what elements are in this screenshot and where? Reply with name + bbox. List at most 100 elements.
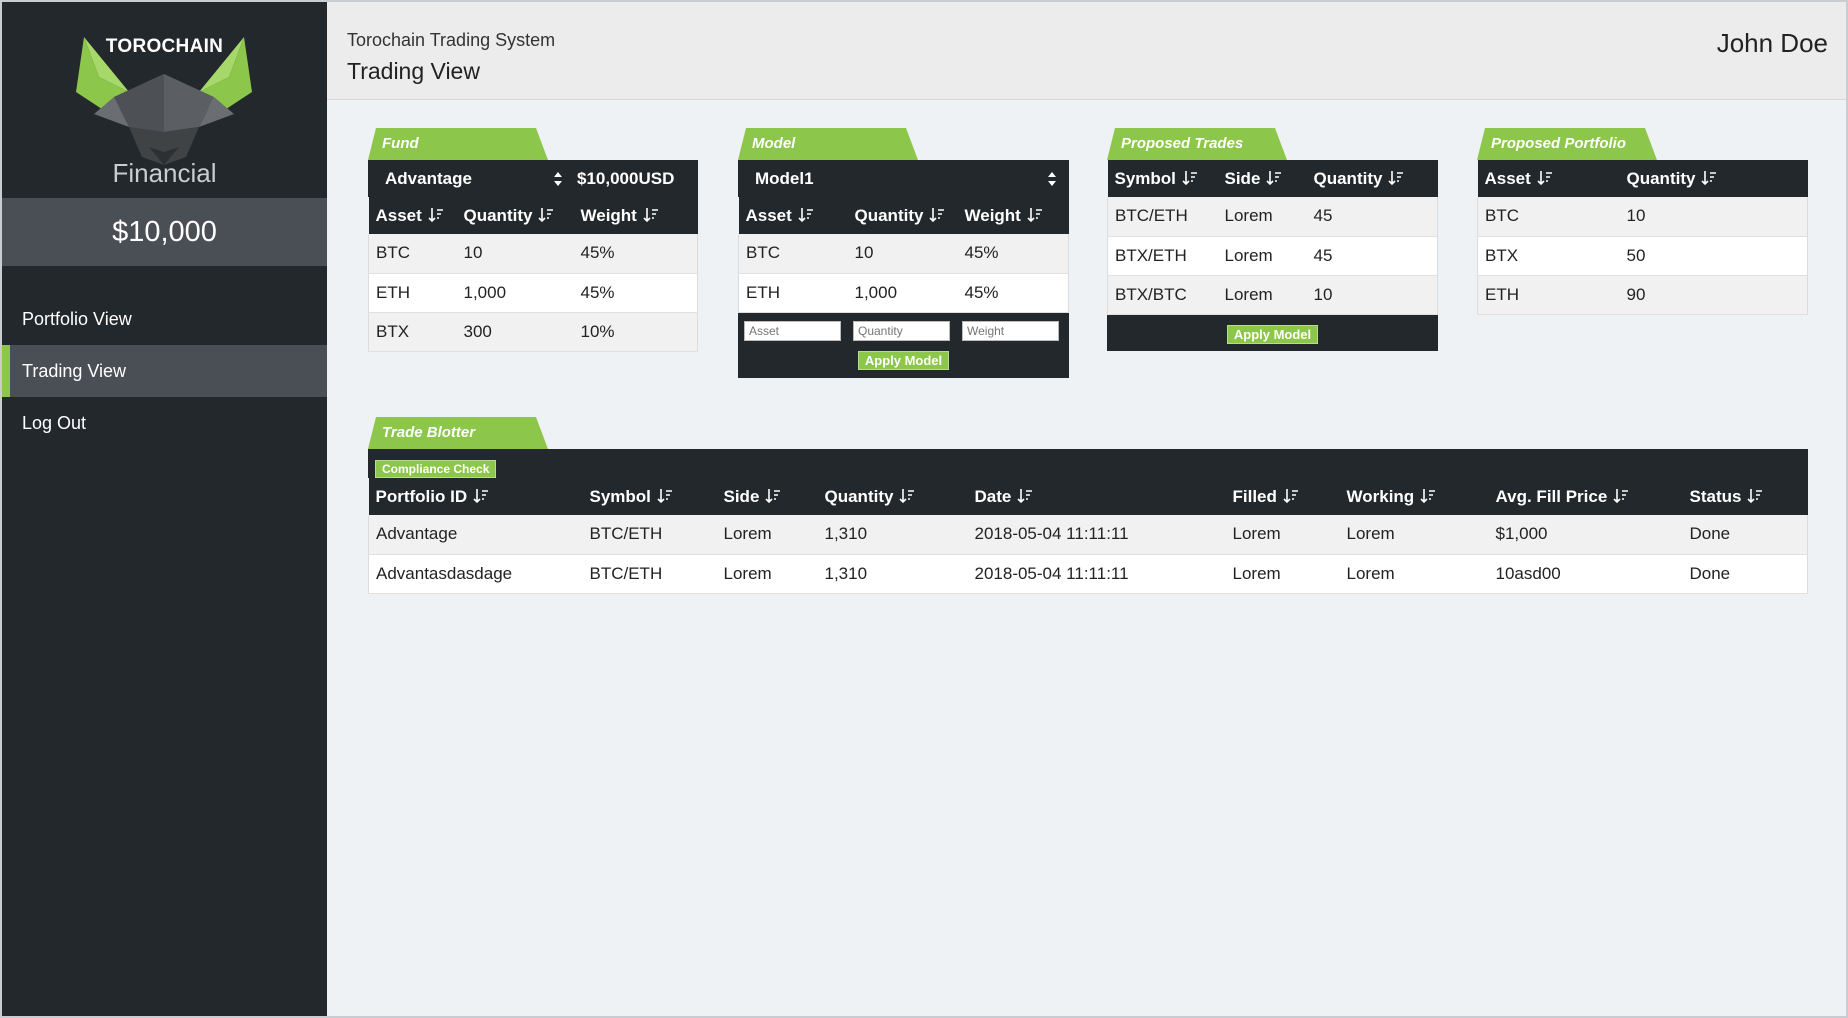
quantity-input[interactable] [853, 320, 950, 341]
table-cell: 45 [1306, 236, 1438, 276]
table-cell: 1,310 [817, 554, 968, 594]
column-header-quantity[interactable]: Quantity [817, 478, 968, 515]
table-cell: BTC/ETH [582, 515, 717, 555]
column-header-label: Quantity [854, 205, 924, 225]
column-header-quantity[interactable]: Quantity [456, 197, 574, 234]
sort-desc-icon [1283, 488, 1298, 503]
nav-item-log-out[interactable]: Log Out [22, 412, 87, 433]
column-header-working[interactable]: Working [1339, 478, 1489, 515]
table-row: ETH 1,000 45% [738, 273, 1069, 313]
sort-desc-icon [798, 207, 813, 222]
brand-name: TOROCHAIN [105, 36, 224, 57]
column-header-status[interactable]: Status [1682, 478, 1808, 515]
column-header-label: Weight [580, 205, 637, 225]
bull-logo-icon [76, 37, 252, 165]
table-row: BTX/BTC Lorem 10 [1107, 275, 1438, 315]
column-header-asset[interactable]: Asset [738, 197, 848, 234]
column-header-quantity[interactable]: Quantity [1306, 160, 1438, 197]
column-header-label: Asset [745, 205, 792, 225]
proposed-portfolio-tab: Proposed Portfolio [1477, 128, 1657, 160]
column-header-side[interactable]: Side [716, 478, 818, 515]
column-header-filled[interactable]: Filled [1225, 478, 1340, 515]
sort-desc-icon [1537, 170, 1552, 185]
column-header-side[interactable]: Side [1217, 160, 1307, 197]
model-select[interactable]: Model1 [755, 168, 814, 188]
table-row: BTC 10 45% [738, 234, 1069, 274]
column-header-label: Side [723, 486, 760, 506]
column-header-asset[interactable]: Asset [1477, 160, 1620, 197]
table-cell: 45% [573, 234, 698, 274]
table-cell: 45% [573, 273, 698, 313]
column-header-symbol[interactable]: Symbol [582, 478, 717, 515]
column-header-avg-fill-price[interactable]: Avg. Fill Price [1488, 478, 1683, 515]
user-name[interactable]: John Doe [1716, 28, 1828, 58]
sort-desc-icon [1182, 170, 1197, 185]
table-cell: ETH [368, 273, 457, 313]
model-table: Asset Quantity Weight BTC 10 45% ETH 1,000 4… [738, 197, 1069, 313]
sort-desc-icon [1027, 207, 1042, 222]
proposed-trades-tab: Proposed Trades [1107, 128, 1287, 160]
nav-item-portfolio-view[interactable]: Portfolio View [22, 308, 132, 329]
table-cell: $1,000 [1488, 515, 1683, 555]
column-header-label: Status [1689, 486, 1742, 506]
column-header-label: Quantity [463, 205, 533, 225]
table-cell: BTC [738, 234, 848, 274]
table-cell: 1,000 [456, 273, 574, 313]
column-header-asset[interactable]: Asset [368, 197, 457, 234]
model-select-row[interactable]: Model1 [738, 160, 1069, 197]
table-cell: ETH [738, 273, 848, 313]
logo: TOROCHAIN Financial [2, 2, 327, 197]
nav-item-trading-view[interactable]: Trading View [2, 345, 327, 397]
table-cell: 90 [1619, 275, 1808, 315]
table-row: ETH 1,000 45% [368, 273, 698, 313]
column-header-symbol[interactable]: Symbol [1107, 160, 1218, 197]
column-header-quantity[interactable]: Quantity [1619, 160, 1808, 197]
proposed-trades-tab-label: Proposed Trades [1121, 135, 1244, 152]
table-cell: 10 [1306, 275, 1438, 315]
table-cell: BTC/ETH [1107, 197, 1218, 237]
account-balance: $10,000 [2, 198, 327, 266]
table-cell: 10asd00 [1488, 554, 1683, 594]
table-cell: Lorem [1339, 515, 1489, 555]
column-header-quantity[interactable]: Quantity [847, 197, 958, 234]
fund-tab: Fund [368, 128, 548, 160]
fund-table: Asset Quantity Weight BTC 10 45% ETH 1,000 4… [368, 197, 698, 352]
sort-desc-icon [765, 488, 781, 503]
column-header-label: Portfolio ID [375, 486, 468, 506]
apply-model-button[interactable]: Apply Model [857, 350, 950, 370]
fund-select-row[interactable]: Advantage $10,000USD [368, 160, 698, 197]
fund-tab-label: Fund [382, 135, 419, 152]
blotter-toolbar: Compliance Check [368, 449, 1808, 478]
fund-select[interactable]: Advantage [385, 168, 472, 188]
asset-input[interactable] [744, 320, 841, 341]
proposed-trades-table: Symbol Side Quantity BTC/ETH Lorem 45 BTX/… [1107, 160, 1438, 315]
column-header-portfolio-id[interactable]: Portfolio ID [368, 478, 583, 515]
table-cell: BTC [368, 234, 457, 274]
sort-desc-icon [643, 207, 658, 222]
table-row: ETH 90 [1477, 275, 1808, 315]
table-cell: BTX/BTC [1107, 275, 1218, 315]
table-cell: Lorem [1225, 554, 1340, 594]
table-cell: 2018-05-04 11:11:11 [967, 554, 1226, 594]
apply-model-button[interactable]: Apply Model [1226, 324, 1319, 344]
table-cell: 300 [456, 312, 574, 352]
column-header-weight[interactable]: Weight [573, 197, 698, 234]
column-header-weight[interactable]: Weight [957, 197, 1069, 234]
table-row: BTC 10 [1477, 197, 1808, 237]
table-cell: 2018-05-04 11:11:11 [967, 515, 1226, 555]
column-header-date[interactable]: Date [967, 478, 1226, 515]
table-cell: 10 [847, 234, 958, 274]
sort-desc-icon [1613, 488, 1629, 503]
table-row: BTC 10 45% [368, 234, 698, 274]
table-cell: 45% [957, 273, 1069, 313]
sort-desc-icon [1701, 170, 1717, 185]
weight-input[interactable] [962, 320, 1059, 341]
app-title: Torochain Trading System [347, 30, 556, 50]
column-header-label: Avg. Fill Price [1495, 486, 1608, 506]
column-header-label: Filled [1232, 486, 1277, 506]
table-cell: 10 [1619, 197, 1808, 237]
table-cell: Lorem [1217, 197, 1307, 237]
column-header-label: Quantity [1313, 168, 1383, 188]
compliance-check-button[interactable]: Compliance Check [375, 460, 497, 478]
table-cell: Advantage [368, 515, 583, 555]
